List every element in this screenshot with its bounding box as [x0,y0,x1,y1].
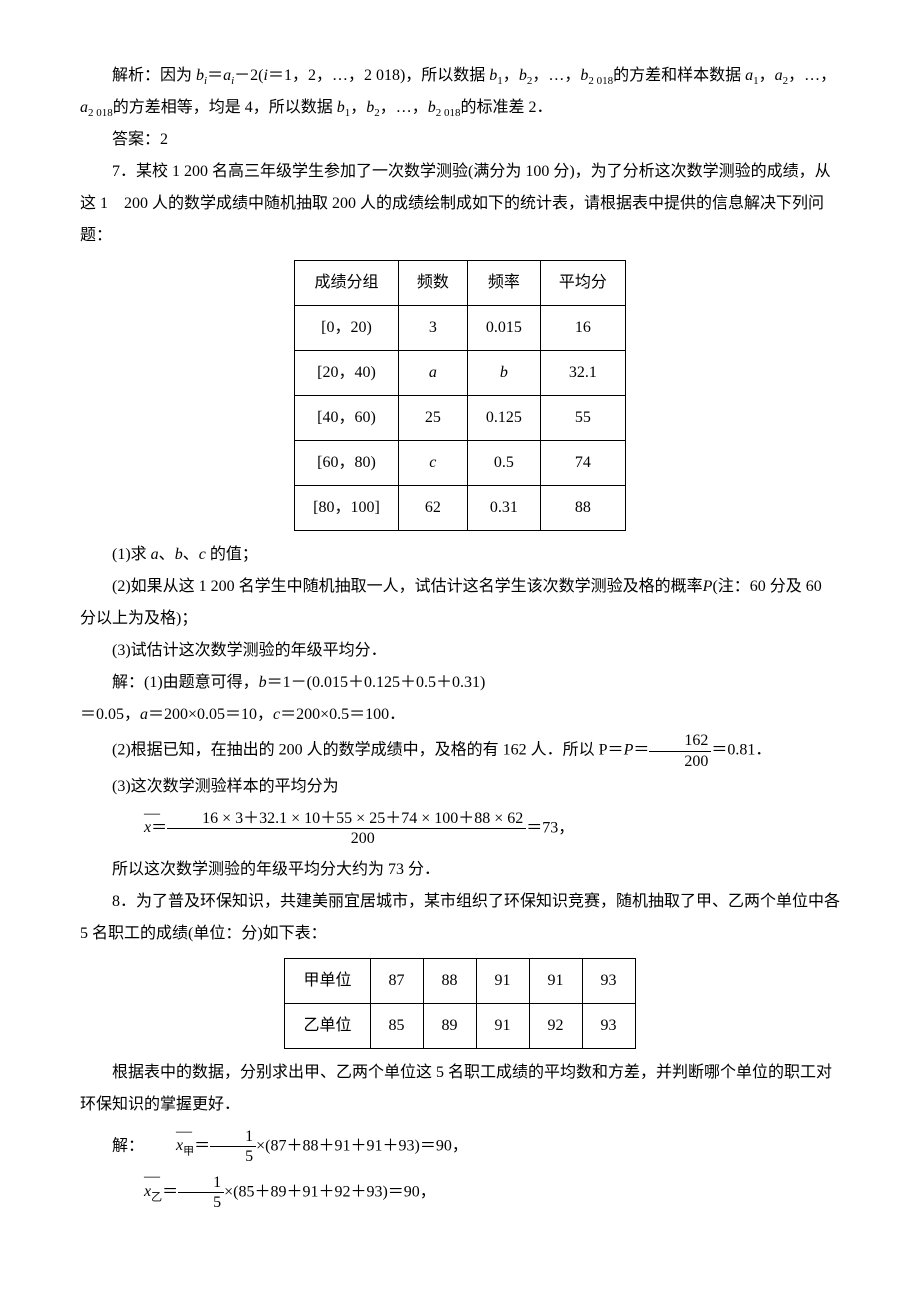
cell: 16 [540,306,625,351]
cell: 93 [582,1004,635,1049]
th-group: 成绩分组 [295,261,399,306]
sol7-2-text: (2)根据已知，在抽出的 200 人的数学成绩中，及格的有 162 人．所以 P… [112,742,624,759]
cell: 91 [476,1004,529,1049]
cell: 91 [529,959,582,1004]
cell: 55 [540,396,625,441]
analysis-para: 解析：因为 bi＝ai－2(i＝1，2，…，2 018)，所以数据 b1，b2，… [80,60,840,124]
cell: 甲单位 [285,959,370,1004]
sol7-2: (2)根据已知，在抽出的 200 人的数学成绩中，及格的有 162 人．所以 P… [80,731,840,770]
sol7-3-formula: x＝16 × 3＋32.1 × 10＋55 × 25＋74 × 100＋88 ×… [80,809,840,848]
score-stats-table: 成绩分组 频数 频率 平均分 [0，20) 3 0.015 16 [20，40)… [294,260,626,531]
cell: 0.5 [467,441,540,486]
cell: 87 [370,959,423,1004]
sol8-line2: x乙＝15×(85＋89＋91＋92＋93)＝90， [80,1173,840,1212]
cell: c [398,441,467,486]
question-8: 8．为了普及环保知识，共建美丽宜居城市，某市组织了环保知识竞赛，随机抽取了甲、乙… [80,886,840,950]
cell: [60，80) [295,441,399,486]
cell: b [467,351,540,396]
q7-sub3: (3)试估计这次数学测验的年级平均分． [80,635,840,667]
th-rate: 频率 [467,261,540,306]
sol8-line1-rest: ×(87＋88＋91＋91＋93)＝90， [256,1137,468,1154]
cell: [0，20) [295,306,399,351]
cell: 32.1 [540,351,625,396]
sol8-line2-rest: ×(85＋89＋91＋92＋93)＝90， [224,1183,436,1200]
th-freq: 频数 [398,261,467,306]
cell: 91 [476,959,529,1004]
sol7-2-suffix: ＝0.81． [711,742,771,759]
cell: [80，100] [295,486,399,531]
cell: 93 [582,959,635,1004]
cell: 92 [529,1004,582,1049]
th-avg: 平均分 [540,261,625,306]
cell: 25 [398,396,467,441]
cell: 89 [423,1004,476,1049]
answer-line: 答案：2 [80,124,840,156]
frac-1-5b: 15 [178,1173,224,1212]
sol7-3a: (3)这次数学测验样本的平均分为 [80,771,840,803]
sol8-line1: 解：x甲＝15×(87＋88＋91＋91＋93)＝90， [80,1127,840,1166]
q8-task: 根据表中的数据，分别求出甲、乙两个单位这 5 名职工成绩的平均数和方差，并判断哪… [80,1057,840,1121]
sol7-3-suffix: ＝73， [526,819,574,836]
frac-162-200: 162200 [649,731,711,770]
cell: 乙单位 [285,1004,370,1049]
cell: [40，60) [295,396,399,441]
cell: [20，40) [295,351,399,396]
frac-avg: 16 × 3＋32.1 × 10＋55 × 25＋74 × 100＋88 × 6… [167,809,526,848]
cell: a [398,351,467,396]
cell: 0.125 [467,396,540,441]
sol7-1b: ＝0.05，a＝200×0.05＝10，c＝200×0.5＝100． [80,699,840,731]
cell: 3 [398,306,467,351]
sol-label: 解： [112,1137,144,1154]
q7-sub1: (1)求 a、b、c 的值； [80,539,840,571]
cell: 88 [540,486,625,531]
q7-sub2: (2)如果从这 1 200 名学生中随机抽取一人，试估计这名学生该次数学测验及格… [80,571,840,635]
frac-1-5a: 15 [210,1127,256,1166]
cell: 85 [370,1004,423,1049]
sol7-1a: 解：(1)由题意可得，b＝1－(0.015＋0.125＋0.5＋0.31) [80,667,840,699]
question-7: 7．某校 1 200 名高三年级学生参加了一次数学测验(满分为 100 分)，为… [80,156,840,252]
cell: 88 [423,959,476,1004]
unit-score-table: 甲单位 87 88 91 91 93 乙单位 85 89 91 92 93 [284,958,635,1049]
cell: 0.31 [467,486,540,531]
cell: 62 [398,486,467,531]
cell: 74 [540,441,625,486]
sol7-3c: 所以这次数学测验的年级平均分大约为 73 分． [80,854,840,886]
cell: 0.015 [467,306,540,351]
